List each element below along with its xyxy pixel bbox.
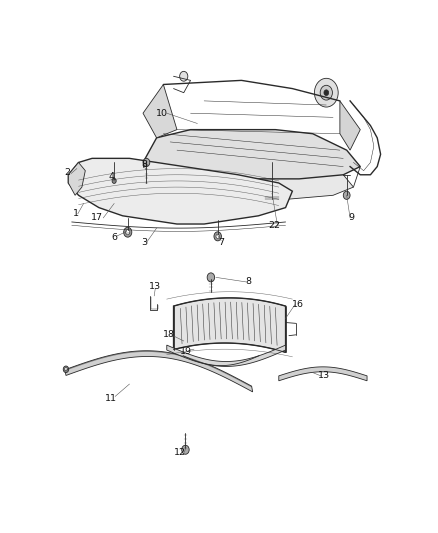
Text: 10: 10	[155, 109, 168, 118]
Circle shape	[126, 230, 130, 235]
Text: 1: 1	[73, 209, 79, 218]
Text: 18: 18	[162, 330, 174, 340]
Circle shape	[124, 227, 132, 237]
Circle shape	[63, 366, 69, 373]
Polygon shape	[173, 298, 286, 352]
Polygon shape	[167, 345, 286, 366]
Text: 6: 6	[111, 233, 117, 242]
Text: 11: 11	[105, 394, 117, 403]
Polygon shape	[130, 154, 353, 199]
Circle shape	[64, 368, 67, 371]
Circle shape	[324, 90, 328, 95]
Circle shape	[143, 158, 150, 166]
Text: 22: 22	[269, 221, 281, 230]
Polygon shape	[279, 367, 367, 381]
Text: 2: 2	[65, 168, 71, 177]
Circle shape	[112, 179, 116, 183]
Circle shape	[214, 232, 222, 241]
Circle shape	[320, 85, 332, 100]
Text: 9: 9	[349, 213, 354, 222]
Polygon shape	[340, 101, 360, 150]
Circle shape	[182, 445, 189, 454]
Polygon shape	[143, 84, 177, 138]
Circle shape	[343, 191, 350, 199]
Polygon shape	[68, 158, 293, 224]
Text: 7: 7	[218, 238, 224, 247]
Text: 19: 19	[180, 347, 191, 356]
Text: 13: 13	[149, 282, 161, 292]
Text: 3: 3	[141, 238, 148, 247]
Polygon shape	[68, 163, 85, 195]
Text: 13: 13	[318, 372, 330, 381]
Text: 17: 17	[91, 213, 103, 222]
Circle shape	[180, 71, 188, 81]
Text: 8: 8	[245, 277, 251, 286]
Polygon shape	[65, 351, 253, 392]
Circle shape	[314, 78, 338, 107]
Text: 12: 12	[174, 448, 186, 457]
Text: 4: 4	[109, 172, 115, 181]
Circle shape	[207, 273, 215, 282]
Polygon shape	[143, 130, 360, 179]
Text: 16: 16	[291, 300, 304, 309]
Text: 8: 8	[141, 160, 147, 169]
Circle shape	[216, 235, 219, 238]
